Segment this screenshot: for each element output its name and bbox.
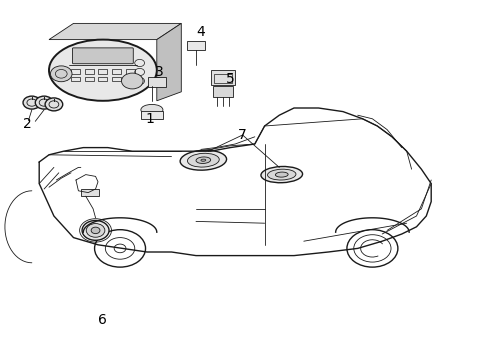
Ellipse shape [268, 169, 296, 180]
Ellipse shape [188, 153, 219, 167]
FancyBboxPatch shape [73, 48, 133, 64]
Ellipse shape [91, 227, 100, 234]
Bar [98, 77, 107, 81]
Text: 7: 7 [238, 128, 247, 142]
Circle shape [122, 73, 143, 89]
Bar [214, 74, 232, 83]
Text: 6: 6 [98, 314, 107, 327]
Bar [112, 77, 121, 81]
Ellipse shape [180, 150, 226, 170]
Bar [126, 77, 135, 81]
Bar [71, 77, 80, 81]
Ellipse shape [275, 172, 288, 177]
Ellipse shape [82, 220, 109, 240]
Ellipse shape [49, 40, 157, 101]
Bar [85, 69, 94, 74]
Bar [81, 189, 99, 196]
Bar [211, 70, 235, 85]
Bar [141, 111, 163, 119]
Bar [112, 69, 121, 74]
Ellipse shape [86, 224, 105, 237]
Circle shape [50, 66, 72, 82]
Ellipse shape [196, 157, 211, 163]
Polygon shape [49, 23, 181, 40]
Circle shape [35, 96, 53, 109]
Text: 3: 3 [155, 65, 164, 79]
Circle shape [23, 96, 41, 109]
Bar [126, 69, 135, 74]
Circle shape [45, 98, 63, 111]
Bar [85, 77, 94, 81]
Bar [213, 86, 233, 97]
Text: 4: 4 [196, 26, 205, 39]
Bar [187, 41, 205, 50]
Text: 1: 1 [145, 112, 154, 126]
Ellipse shape [201, 159, 206, 161]
Text: 2: 2 [23, 117, 31, 131]
Bar [98, 69, 107, 74]
Ellipse shape [141, 104, 163, 115]
Bar [71, 69, 80, 74]
Polygon shape [157, 23, 181, 101]
Text: 5: 5 [226, 72, 235, 86]
Bar [148, 77, 166, 87]
Ellipse shape [261, 166, 302, 183]
